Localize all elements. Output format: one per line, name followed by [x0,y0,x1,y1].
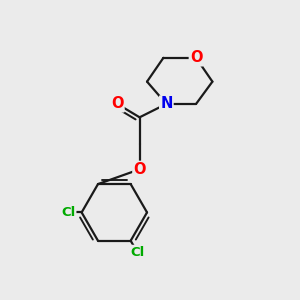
Text: Cl: Cl [130,246,145,259]
Text: N: N [160,96,172,111]
Text: O: O [190,50,202,65]
Text: Cl: Cl [61,206,75,219]
Text: O: O [111,96,124,111]
Text: O: O [133,162,146,177]
